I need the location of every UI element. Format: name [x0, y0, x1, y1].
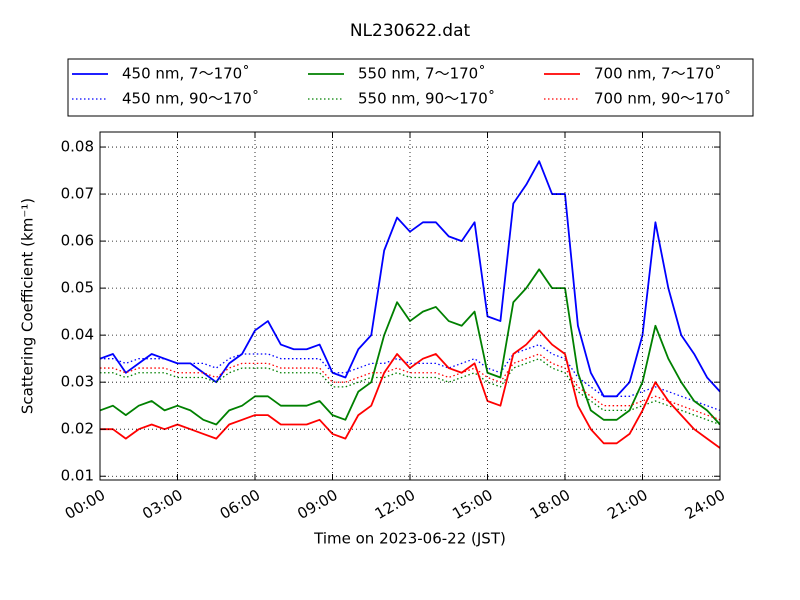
y-tick-label: 0.04 [61, 326, 94, 344]
x-axis-label: Time on 2023-06-22 (JST) [313, 530, 506, 548]
legend-label: 700 nm, 7～170˚ [594, 65, 722, 83]
legend-label: 550 nm, 90～170˚ [358, 90, 495, 108]
y-tick-label: 0.05 [61, 279, 94, 297]
series-line [100, 358, 720, 426]
legend-label: 700 nm, 90～170˚ [594, 90, 731, 108]
chart-title: NL230622.dat [350, 21, 471, 41]
legend-box [67, 58, 754, 117]
series-line [100, 268, 720, 426]
legend-label: 550 nm, 7～170˚ [358, 65, 486, 83]
legend-label: 450 nm, 7～170˚ [122, 65, 250, 83]
legend-label: 450 nm, 90～170˚ [122, 90, 259, 108]
y-tick-label: 0.03 [61, 373, 94, 391]
y-axis-label: Scattering Coefficient (km⁻¹) [19, 198, 37, 414]
series-line [100, 353, 720, 421]
y-tick-label: 0.08 [61, 138, 94, 156]
y-tick-label: 0.07 [61, 185, 94, 203]
series-line [100, 343, 720, 412]
y-tick-label: 0.06 [61, 232, 94, 250]
plot-area [100, 160, 720, 449]
y-tick-label: 0.02 [61, 420, 94, 438]
y-tick-label: 0.01 [61, 467, 94, 485]
plot-frame [99, 131, 721, 481]
